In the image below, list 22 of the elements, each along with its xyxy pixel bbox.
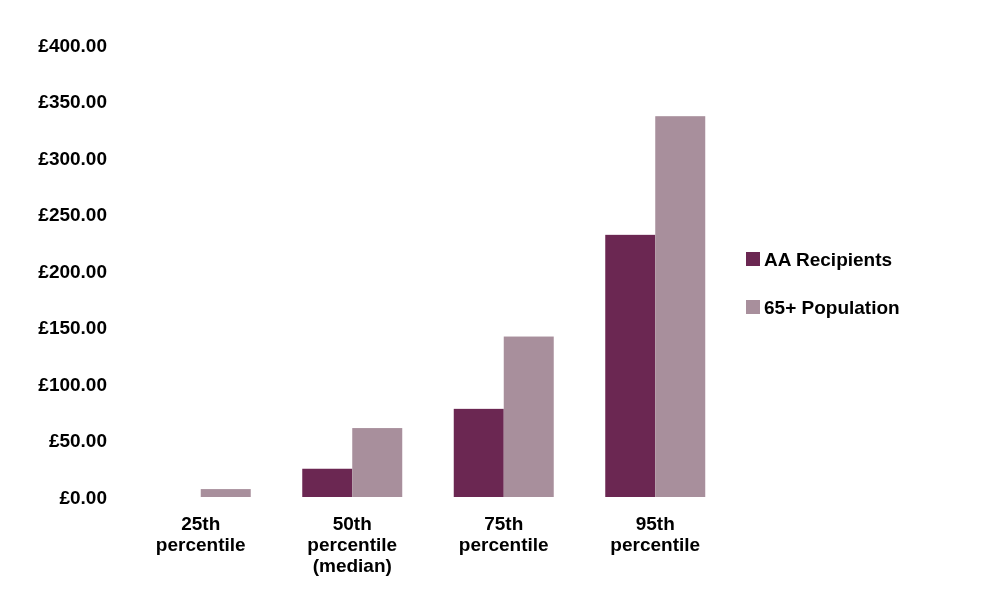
x-tick-label: 95th percentile xyxy=(610,513,701,555)
bar xyxy=(655,116,706,497)
bar xyxy=(605,234,656,497)
y-tick-label: £250.00 xyxy=(38,204,107,226)
y-tick-label: £200.00 xyxy=(38,260,107,282)
y-tick-label: £0.00 xyxy=(59,486,107,508)
legend-label: 65+ Population xyxy=(764,296,900,318)
x-tick-label: 75th percentile xyxy=(458,513,549,555)
y-tick-label: £100.00 xyxy=(38,373,107,395)
y-tick-label: £400.00 xyxy=(38,34,107,56)
y-tick-label: £150.00 xyxy=(38,317,107,339)
x-tick-label: 50th percentile (median) xyxy=(307,513,398,576)
x-tick-label: 25th percentile xyxy=(155,513,246,555)
bar xyxy=(503,336,554,497)
y-tick-label: £50.00 xyxy=(48,430,107,452)
bar xyxy=(302,468,353,497)
legend-label: AA Recipients xyxy=(764,248,893,270)
bar xyxy=(453,408,504,497)
bar xyxy=(200,489,251,497)
bar xyxy=(352,428,403,497)
y-tick-label: £300.00 xyxy=(38,147,107,169)
y-tick-label: £350.00 xyxy=(38,91,107,113)
